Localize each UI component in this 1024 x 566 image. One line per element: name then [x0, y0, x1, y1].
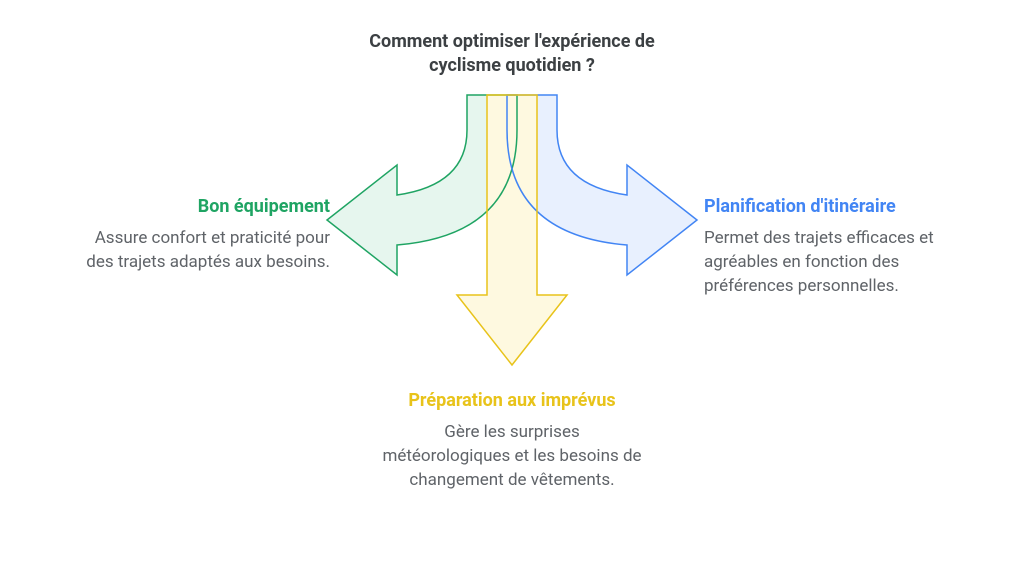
diagram-title: Comment optimiser l'expérience de cyclis… [342, 30, 682, 79]
branch-right-heading: Planification d'itinéraire [704, 196, 964, 217]
branch-right-body: Permet des trajets efficaces et agréable… [704, 227, 964, 298]
branch-right: Planification d'itinéraire Permet des tr… [704, 196, 964, 298]
arrows-svg [302, 90, 722, 370]
branch-center-heading: Préparation aux imprévus [382, 390, 642, 411]
branch-left: Bon équipement Assure confort et pratici… [70, 196, 330, 275]
branch-left-heading: Bon équipement [70, 196, 330, 217]
branch-left-body: Assure confort et praticité pour des tra… [70, 227, 330, 275]
branch-center: Préparation aux imprévus Gère les surpri… [382, 390, 642, 492]
branch-center-body: Gère les surprises météorologiques et le… [382, 421, 642, 492]
